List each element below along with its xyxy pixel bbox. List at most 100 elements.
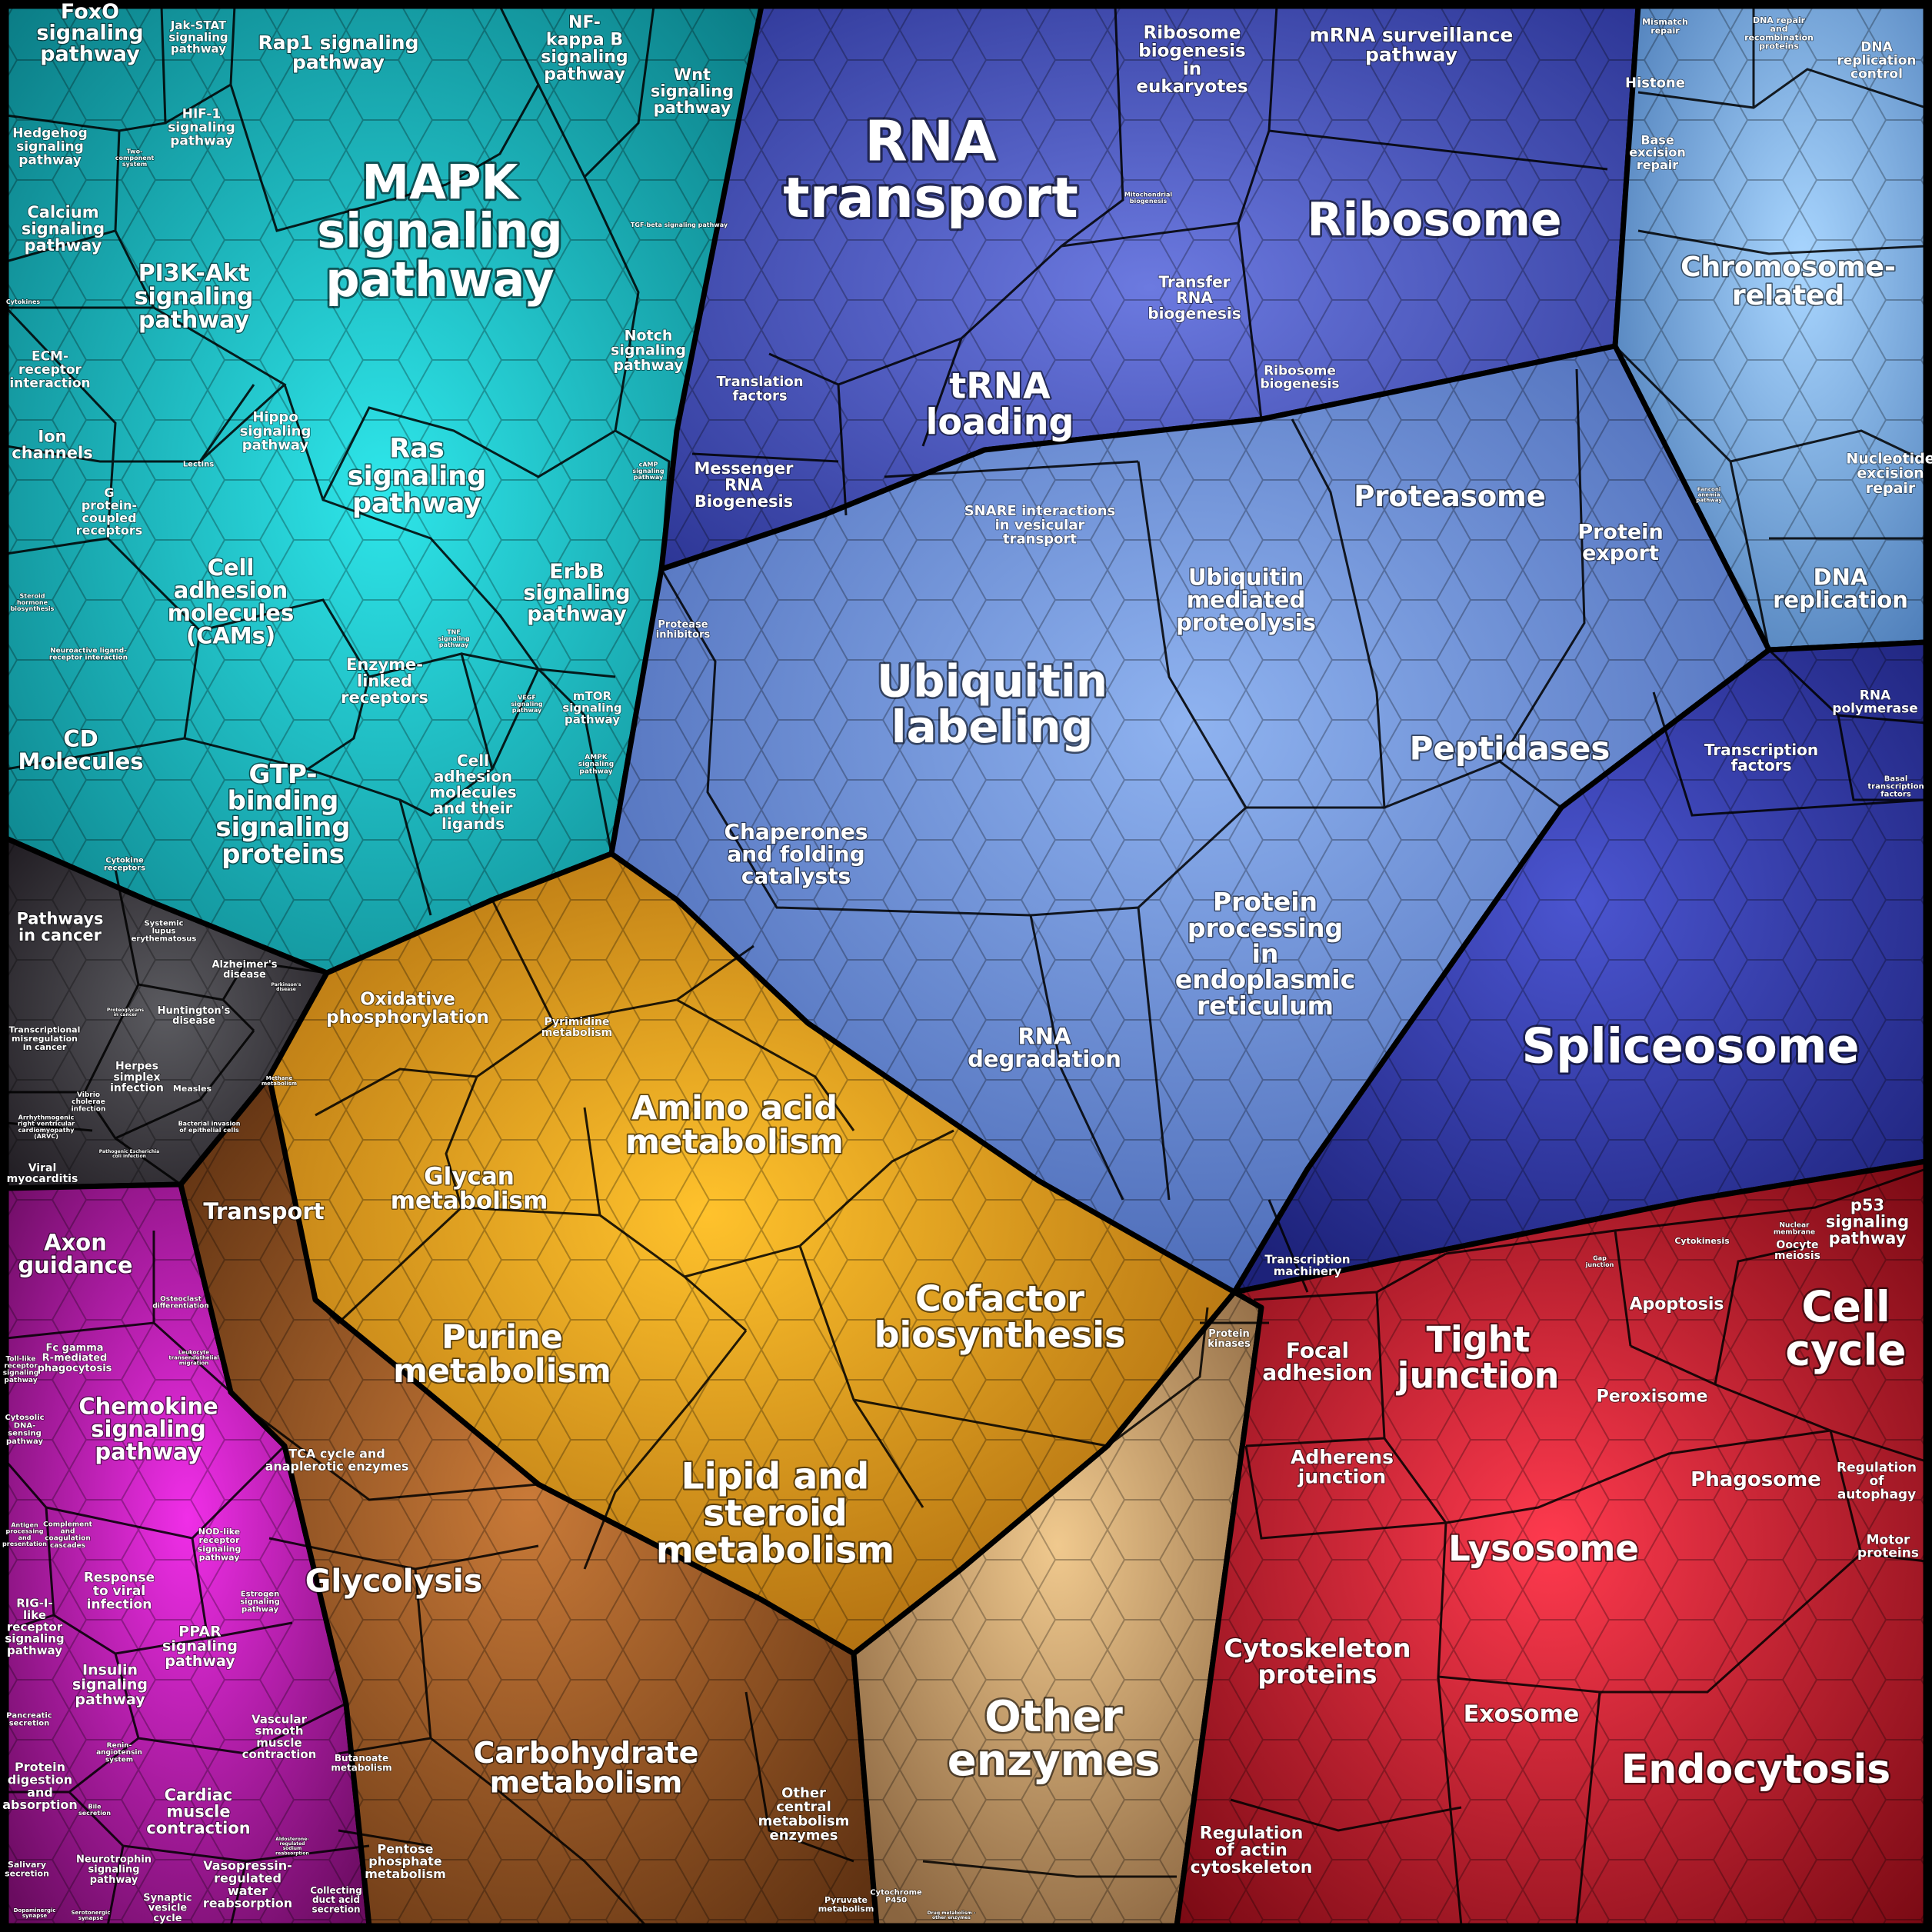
label-fcgamma-line: R-mediated [42, 1353, 108, 1364]
label-axon-line: Axon [44, 1229, 107, 1255]
label-aminoacid-line: Amino acid [631, 1089, 838, 1128]
label-autophagy-line: autophagy [1837, 1487, 1916, 1502]
label-focal: Focal adhesion [1262, 1338, 1372, 1386]
label-complement-line: Complement [43, 1521, 93, 1528]
label-gpcr-line: G [104, 485, 114, 500]
label-cofactor: Cofactor biosynthesis [874, 1278, 1126, 1356]
label-cytp450: Cytochrome P450 [870, 1888, 922, 1904]
label-tolllike-line: pathway [4, 1377, 37, 1384]
label-osteoclast-line: Osteoclast [160, 1296, 202, 1304]
label-tgfb-line: TGF-beta signaling pathway [631, 222, 728, 228]
label-chemokine-line: Chemokine [78, 1394, 218, 1420]
label-cellcycle-line: cycle [1785, 1325, 1906, 1374]
label-hif1-line: signaling [168, 120, 235, 135]
label-protdigest-line: digestion [8, 1772, 72, 1787]
label-estrogen-line: Estrogen [241, 1590, 279, 1598]
label-vasopressin-line: water [228, 1884, 268, 1898]
label-neurotrophin-line: Neurotrophin [76, 1854, 152, 1865]
label-mtor-line: signaling [562, 701, 621, 715]
label-nuclearmem: Nuclear membrane [1774, 1222, 1815, 1237]
label-pathcancer-line: in cancer [18, 926, 102, 944]
label-cytokinerec-line: Cytokine [105, 856, 144, 864]
label-vasopressin-line: Vasopressin- [203, 1858, 292, 1873]
label-parkinson-line: disease [276, 987, 296, 992]
label-ribbiogen-line: eukaryotes [1136, 77, 1247, 97]
label-ppar-line: pathway [165, 1653, 235, 1670]
label-phagosome-line: Phagosome [1690, 1468, 1821, 1491]
label-estrogen-line: pathway [242, 1606, 278, 1614]
label-foxo-line: signaling [36, 21, 143, 45]
label-tight-line: Tight [1427, 1319, 1531, 1361]
label-lipid: Lipid and steroid metabolism [656, 1456, 894, 1572]
label-cytokines-line: Cytokines [6, 298, 41, 305]
label-peptidases-line: Peptidases [1410, 730, 1611, 768]
label-snare-line: transport [1003, 531, 1077, 548]
label-ecm-line: ECM- [32, 349, 68, 365]
label-protdigest-line: Protein [15, 1760, 65, 1774]
label-messenger: Messenger RNA Biogenesis [695, 459, 794, 511]
label-hippo-line: Hippo [252, 409, 298, 425]
label-tnf-line: signaling [438, 635, 470, 642]
label-bile-line: secretion [78, 1810, 111, 1817]
label-pathecoli: Pathogenic Escherichia coli infection [99, 1149, 159, 1159]
label-pyrimidine-line: Pyrimidine [544, 1016, 609, 1028]
label-pi3k-line: pathway [138, 307, 249, 334]
label-foxo: FoxO signaling pathway [36, 0, 143, 66]
label-chromosome: Chromosome-related [1681, 251, 1896, 311]
label-viralmyo-line: myocarditis [7, 1173, 78, 1185]
label-tgfb: TGF-beta signaling pathway [631, 222, 728, 228]
label-rap1-line: pathway [292, 52, 385, 74]
label-hedgehog-line: signaling [16, 139, 84, 155]
label-rigi: RIG-I-like receptor signaling pathway [5, 1597, 64, 1657]
label-mismatch-line: Mismatch [1642, 17, 1688, 27]
label-motor: Motor proteins [1857, 1532, 1919, 1561]
label-protproc-line: processing [1188, 913, 1343, 943]
label-lysosome-line: Lysosome [1448, 1528, 1639, 1569]
label-cytosolic-line: Cytosolic [5, 1414, 44, 1422]
label-erbb-line: ErbB [549, 560, 605, 584]
label-gpcr-line: coupled [82, 511, 136, 525]
label-aminoacid: Amino acid metabolism [625, 1089, 844, 1161]
label-othercentral: Other central metabolism enzymes [758, 1785, 850, 1844]
label-mito: Mitochondrial biogenesis [1124, 192, 1172, 205]
label-cytokinerec: Cytokine receptors [104, 856, 145, 872]
label-gapjunction: Gap junction [1585, 1255, 1614, 1268]
label-salivary-line: secretion [5, 1868, 49, 1878]
label-insulin-line: pathway [75, 1691, 145, 1708]
label-motor-line: proteins [1857, 1546, 1919, 1561]
label-trnaload-line: tRNA [949, 365, 1051, 407]
label-cellcycle: Cell cycle [1785, 1282, 1906, 1374]
label-oocyte: Oocyte meiosis [1774, 1239, 1820, 1262]
label-serotonergic-line: Serotonergic [72, 1910, 111, 1916]
label-calcium-line: signaling [22, 219, 105, 238]
label-alzheimer-line: Alzheimer's [212, 959, 277, 971]
label-othercentral-line: central [776, 1799, 831, 1815]
label-cytosolic-line: DNA- [14, 1421, 36, 1430]
label-mapk-line: MAPK [361, 154, 519, 210]
label-foxo-line: FoxO [61, 0, 119, 24]
label-calcium-line: Calcium [27, 203, 98, 222]
label-camp: cAMP signaling pathway [632, 461, 665, 481]
label-tca-line: TCA cycle and [288, 1446, 385, 1461]
label-otherenz-line: enzymes [948, 1736, 1161, 1786]
label-endocytosis: Endocytosis [1621, 1747, 1891, 1793]
label-enzymelinked-line: Enzyme- [346, 655, 423, 674]
label-antigen-line: Antigen [11, 1522, 38, 1529]
label-gtp: GTP-binding signaling proteins [215, 759, 350, 870]
label-cytokinesis: Cytokinesis [1674, 1236, 1730, 1246]
label-dnarecomb-line: DNA repair [1753, 15, 1806, 25]
label-rnadeg-line: RNA [1018, 1023, 1071, 1049]
label-protexport: Protein export [1577, 521, 1663, 566]
label-tca-line: anaplerotic enzymes [265, 1459, 409, 1474]
label-transmach: Transcription machinery [1264, 1253, 1350, 1278]
label-aldosterone-line: Aldosterone- [275, 1837, 309, 1842]
label-cytp450-line: P450 [885, 1897, 907, 1905]
label-translation-line: Translation [716, 374, 803, 390]
label-fcgamma: Fc gamma R-mediated phagocytosis [38, 1342, 112, 1374]
label-peroxisome: Peroxisome [1597, 1387, 1708, 1407]
label-measles-line: Measles [173, 1084, 212, 1094]
label-vegf-line: signaling [511, 701, 543, 708]
label-autophagy-line: Regulation [1837, 1461, 1917, 1476]
label-dnareplctl: DNA replication control [1837, 40, 1916, 82]
label-parkinson-line: Parkinson's [271, 982, 301, 988]
